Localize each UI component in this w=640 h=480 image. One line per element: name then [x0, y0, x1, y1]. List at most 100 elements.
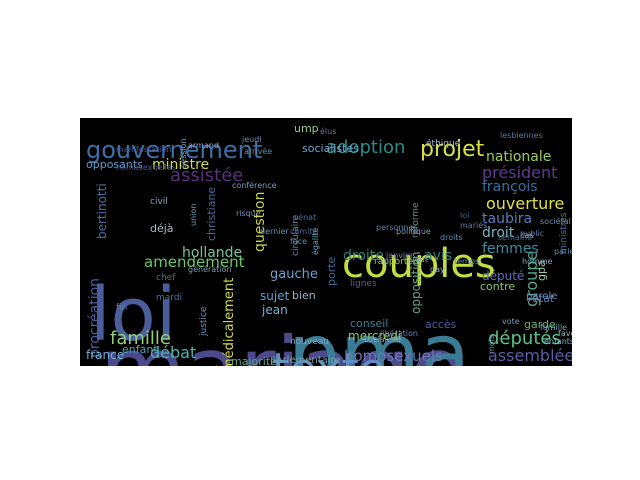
cloud-word: loi [460, 211, 470, 220]
cloud-word: élus [320, 127, 337, 136]
cloud-word: droit [482, 225, 515, 241]
cloud-word: nouveau [290, 337, 329, 347]
cloud-word: droits [440, 233, 463, 242]
cloud-word: mardi [156, 293, 183, 303]
cloud-word: femmes [482, 241, 539, 257]
cloud-word: députés [488, 328, 561, 349]
cloud-word: éthique [426, 139, 461, 149]
cloud-word: nationale [486, 149, 552, 165]
cloud-word: loi [90, 272, 177, 358]
cloud-word: adoption [326, 137, 406, 158]
cloud-word: ump [294, 122, 319, 135]
cloud-word: gouvernement [86, 136, 263, 164]
cloud-word: janvier [386, 251, 414, 260]
cloud-word: ouverture [486, 194, 565, 213]
cloud-word: arrivée [244, 147, 273, 156]
cloud-word: famille [110, 328, 171, 349]
cloud-word: hollande [182, 245, 243, 261]
cloud-word: mois [487, 334, 496, 354]
cloud-word: assemblée [488, 346, 572, 365]
cloud-word: mercredi [348, 329, 402, 343]
cloud-word: débat [150, 343, 197, 362]
cloud-word: françois [482, 179, 538, 195]
cloud-word: conférence [232, 181, 277, 190]
cloud-word: majorité [231, 355, 277, 366]
cloud-word: fin [116, 303, 128, 313]
cloud-word: lesbiennes [500, 131, 543, 140]
cloud-word: garde [524, 318, 556, 331]
cloud-word: veut [410, 255, 428, 264]
cloud-word: déjà [150, 222, 174, 235]
cloud-word: contre [480, 280, 516, 293]
cloud-word: rapporteur [374, 257, 423, 267]
cloud-word: bertinotti [95, 183, 109, 239]
cloud-word: question [252, 191, 268, 252]
cloud-word: sociétal [540, 217, 571, 226]
cloud-word: socialistes [302, 142, 359, 155]
cloud-word: mariés [460, 221, 488, 230]
cloud-word: opposants [86, 158, 143, 171]
cloud-word: homme [522, 257, 553, 266]
cloud-word: christiane [205, 186, 218, 241]
cloud-word: homosexuels [344, 347, 443, 365]
cloud-word: risque [236, 209, 261, 218]
cloud-word: public [520, 229, 545, 238]
cloud-word: lignes [350, 279, 377, 289]
cloud-word: texte [272, 348, 386, 367]
cloud-word: taubira [482, 211, 533, 227]
cloud-word: chef [156, 273, 176, 283]
cloud-word: conseil [350, 317, 389, 330]
cloud-word: temps [454, 257, 480, 266]
cloud-word: avis [424, 248, 453, 264]
cloud-word: parlementaire [270, 355, 341, 366]
cloud-word: amendement [144, 253, 245, 271]
cloud-word: gay [430, 265, 445, 274]
cloud-word: gauche [270, 267, 318, 282]
word-cloud: mariagepma loi couples texte gouvernement pro… [80, 118, 572, 366]
cloud-word: député [482, 269, 525, 283]
cloud-word: civil [150, 197, 168, 207]
cloud-word: personnes [376, 223, 418, 232]
cloud-word: france [86, 348, 125, 362]
cloud-word: accès [425, 318, 457, 331]
cloud-word: libération [380, 329, 418, 338]
cloud-word: médicalement [222, 277, 237, 366]
cloud-word: manifestation [116, 145, 172, 154]
cloud-word: jean [262, 303, 288, 317]
cloud-word: union [189, 203, 198, 226]
cloud-word: session [179, 138, 188, 168]
cloud-word: enfants [544, 337, 572, 346]
cloud-word: vote [502, 317, 520, 326]
cloud-word: mariage [100, 326, 464, 367]
cloud-word: enfant [122, 343, 158, 356]
cloud-word: pma [288, 307, 471, 367]
cloud-word: favorable [558, 329, 572, 338]
cloud-word: homosexuelles [116, 163, 176, 172]
cloud-word: socialiste [364, 335, 402, 344]
cloud-word: génération [188, 265, 232, 274]
cloud-word: sénat [294, 213, 317, 222]
cloud-word: parlement [554, 247, 572, 256]
cloud-word: comité [290, 227, 318, 236]
cloud-word: sujet [260, 289, 290, 303]
cloud-word: justice [199, 306, 209, 336]
cloud-word: armand [188, 141, 219, 150]
cloud-word: parlementaires [202, 365, 263, 367]
cloud-word: politique [396, 227, 431, 236]
cloud-word: semaine [498, 233, 532, 242]
cloud-word: dernier [260, 227, 289, 236]
cloud-word: assistée [170, 165, 244, 186]
cloud-word: président [482, 163, 558, 182]
cloud-word: ministre [152, 157, 210, 173]
cloud-word: porte [325, 256, 338, 286]
cloud-word: cas [520, 231, 534, 240]
cloud-word: procréation [87, 277, 103, 358]
cloud-word: projet [420, 137, 485, 162]
cloud-word: état [532, 292, 555, 305]
cloud-word: couples [342, 241, 496, 287]
cloud-word: bien [292, 289, 316, 302]
cloud-word: jeudi [242, 135, 262, 144]
cloud-word: famille [540, 323, 568, 332]
cloud-word: face [290, 237, 308, 246]
cloud-word: parole [526, 291, 558, 302]
